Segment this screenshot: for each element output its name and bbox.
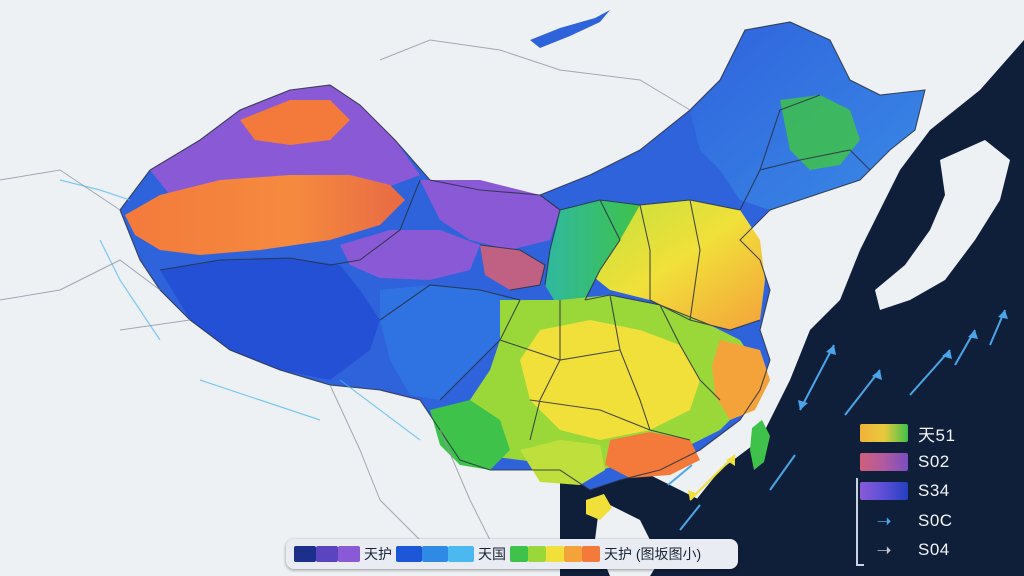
arrow-right-icon: ➝ xyxy=(876,540,892,560)
scale-segment xyxy=(582,546,600,562)
wind-arrowheads xyxy=(688,310,1008,500)
region-taklamakan xyxy=(125,175,405,255)
legend-item: ➝ S0C xyxy=(860,510,953,532)
legend-item: 天51 xyxy=(860,422,956,445)
scale-segment xyxy=(564,546,582,562)
region-north-china xyxy=(580,200,765,330)
region-inner-mongolia xyxy=(420,180,560,250)
legend-item: S34 xyxy=(860,480,950,502)
neighbor-land-japan xyxy=(875,140,1010,310)
legend-label: S0C xyxy=(918,511,953,530)
map-legend: 天51 S02 S34 ➝ S0C ➝ S04 xyxy=(856,420,1016,570)
region-guangdong xyxy=(605,432,700,478)
double-arrow-icon xyxy=(689,454,736,501)
double-arrow-icon xyxy=(799,344,835,411)
province-borders xyxy=(119,21,926,491)
legend-item: S02 xyxy=(860,451,950,473)
scale-segment xyxy=(448,546,474,562)
neighbor-land-hainan xyxy=(586,494,612,520)
legend-label: S04 xyxy=(918,540,950,559)
legend-item: ➝ S04 xyxy=(860,539,950,561)
arrow-right-icon: ➝ xyxy=(876,511,892,531)
scale-segment xyxy=(338,546,360,562)
region-dzungaria xyxy=(240,100,350,145)
scale-segment xyxy=(396,546,422,562)
region-northeast-green xyxy=(780,95,860,170)
scale-segment xyxy=(316,546,338,562)
region-gansu xyxy=(480,245,545,290)
legend-swatch xyxy=(860,424,908,442)
region-qinghai xyxy=(340,230,480,280)
region-south-yellow xyxy=(520,320,700,440)
region-sichuan-west xyxy=(380,285,520,400)
double-arrow-icon xyxy=(769,454,796,491)
scale-label: 天国 xyxy=(478,546,506,562)
neighbor-land-taiwan xyxy=(750,420,770,470)
legend-label: S34 xyxy=(918,481,950,500)
region-guangxi xyxy=(520,440,605,485)
scale-segment xyxy=(528,546,546,562)
neighbor-land-korea xyxy=(820,190,865,275)
rivers xyxy=(59,179,421,441)
legend-label: 天51 xyxy=(918,425,956,445)
scale-label: 天护 xyxy=(364,546,392,562)
lake-baikal xyxy=(530,10,610,48)
scale-segment xyxy=(422,546,448,562)
scale-segment xyxy=(294,546,316,562)
double-arrow-icon xyxy=(844,369,881,416)
double-arrow-icon xyxy=(909,349,951,396)
region-southeast-orange xyxy=(712,340,770,420)
double-arrow-icon xyxy=(667,464,693,486)
legend-label: S02 xyxy=(918,452,950,471)
legend-swatch xyxy=(860,453,908,471)
scale-label: 天护 (图坂图小) xyxy=(604,546,702,562)
scale-segment xyxy=(510,546,528,562)
double-arrow-icon xyxy=(679,504,701,531)
region-central-green xyxy=(545,200,640,310)
country-borders xyxy=(0,39,691,561)
color-scale-bar: 天护 天国 天护 (图坂图小) xyxy=(286,539,738,569)
region-tibet xyxy=(160,258,380,380)
scale-segment xyxy=(546,546,564,562)
legend-swatch xyxy=(860,482,908,500)
legend-bracket xyxy=(856,478,864,566)
